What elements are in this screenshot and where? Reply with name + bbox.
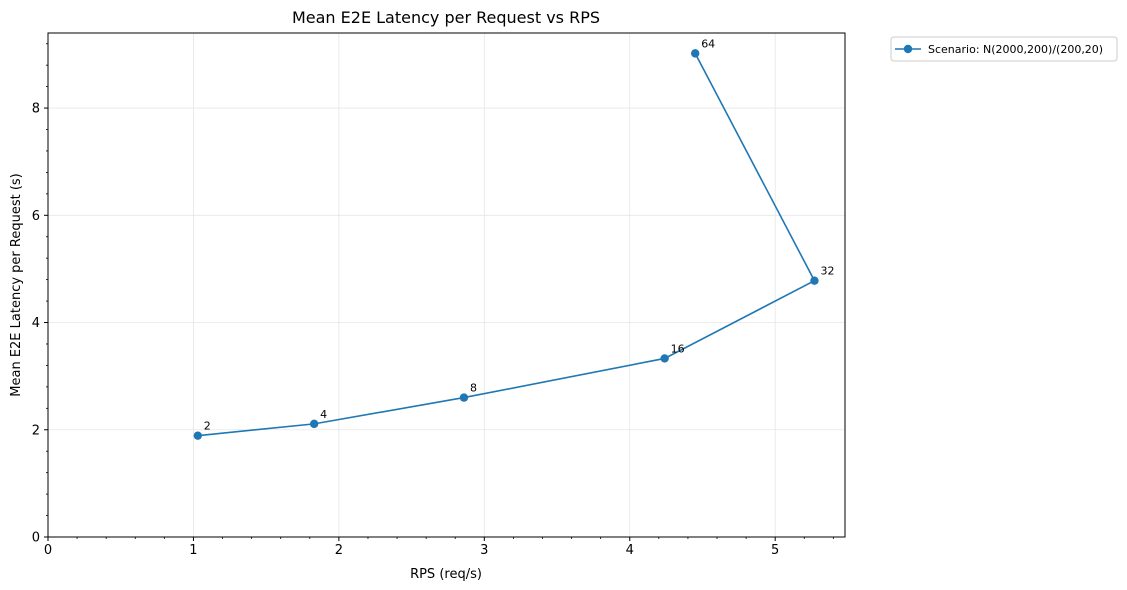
series-layer: 2 4 8 16 32 64 [193,37,834,440]
x-tick-label: 1 [189,543,197,558]
plot-frame [47,32,846,538]
axes: 0 1 2 3 4 5 0 2 4 6 8 [32,32,846,558]
x-axis-label: RPS (req/s) [410,567,482,582]
series-line [197,53,816,437]
data-point [193,431,203,440]
data-label: 8 [470,382,477,395]
data-label: 2 [204,420,211,433]
y-axis-label: Mean E2E Latency per Request (s) [9,173,24,396]
y-tick-label: 0 [32,531,40,546]
data-point [459,393,469,402]
data-label: 32 [820,265,834,278]
legend: Scenario: N(2000,200)/(200,20) [890,36,1118,62]
y-tick-label: 8 [32,102,40,117]
x-tick-label: 2 [335,543,343,558]
data-label: 4 [320,408,327,421]
legend-label: Scenario: N(2000,200)/(200,20) [928,43,1103,56]
legend-marker [903,44,913,54]
y-tick-label: 6 [32,209,40,224]
x-tick-label: 5 [771,543,779,558]
data-point [660,354,669,363]
x-tick-label: 3 [480,543,488,558]
data-label: 64 [701,37,715,50]
legend-box [890,36,1118,62]
gridlines [48,33,845,537]
data-point [690,49,700,58]
x-tick-label: 4 [626,543,634,558]
chart-title: Mean E2E Latency per Request vs RPS [292,8,600,27]
data-point [810,276,819,285]
y-tick-label: 4 [32,316,40,331]
y-tick-label: 2 [32,423,40,438]
x-tick-label: 0 [44,543,52,558]
data-point [309,419,319,429]
data-label: 16 [671,342,685,355]
